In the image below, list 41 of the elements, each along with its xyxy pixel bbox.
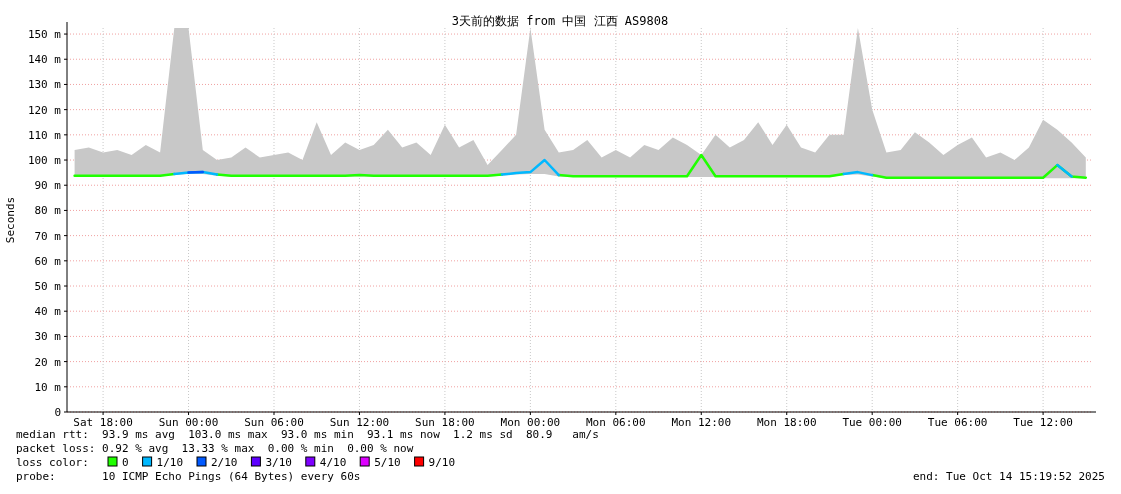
y-tick-label: 100 m [27, 154, 62, 168]
x-tick-label: Mon 18:00 [756, 416, 817, 429]
x-tick-label: Sun 00:00 [158, 416, 219, 429]
y-tick-label: 130 m [27, 78, 62, 92]
x-tick-label: Tue 00:00 [842, 416, 902, 429]
y-tick-label: 110 m [27, 128, 62, 142]
legend-label: 0 [122, 456, 129, 469]
y-tick-label: 140 m [27, 53, 62, 67]
y-tick-label: 10 m [34, 380, 62, 394]
y-tick-label: 90 m [34, 179, 62, 193]
text: packet loss: 0.92 % avg 13.33 % max 0.00 % min 0.00 % now [16, 442, 414, 455]
legend-label: 5/10 [374, 456, 401, 469]
x-tick-label: Sat 18:00 [73, 416, 133, 429]
y-tick-label: 150 m [27, 28, 62, 42]
text: probe: 10 ICMP Echo Pings (64 Bytes) every 60s [16, 470, 361, 483]
y-tick-label: 40 m [34, 305, 62, 319]
legend-label: 3/10 [265, 456, 292, 469]
legend-label: 4/10 [319, 456, 347, 469]
x-tick-label: Sun 06:00 [244, 416, 304, 429]
y-axis-title: Seconds [4, 196, 17, 244]
x-tick-label: Tue 06:00 [927, 416, 988, 429]
legend-label: 9/10 [428, 456, 456, 469]
x-tick-label: Mon 06:00 [586, 416, 646, 429]
x-tick-label: Sun 18:00 [415, 416, 475, 429]
x-tick-label: Tue 12:00 [1013, 416, 1073, 429]
legend-label: 2/10 [211, 456, 238, 469]
y-tick-label: 60 m [34, 254, 62, 268]
y-tick-label: 0 [54, 406, 61, 419]
y-tick-label: 120 m [27, 103, 62, 117]
y-tick-label: 80 m [34, 204, 62, 218]
y-tick-label: 30 m [34, 330, 62, 344]
x-tick-label: Mon 00:00 [500, 416, 561, 429]
legend-label: 1/10 [156, 456, 184, 469]
y-tick-label: 70 m [34, 229, 62, 243]
chart-title: 3天前的数据 from 中国 江西 AS9808 [451, 14, 669, 28]
text: end: Tue Oct 14 15:19:52 2025 [912, 470, 1105, 483]
y-tick-label: 20 m [34, 355, 62, 369]
text: median rtt: 93.9 ms avg 103.0 ms max 93.0 ms min 93.1 ms now 1.2 ms sd 80.9 am/s [16, 428, 599, 441]
y-tick-label: 50 m [34, 280, 62, 294]
x-tick-label: Sun 12:00 [329, 416, 390, 429]
x-tick-label: Mon 12:00 [671, 416, 732, 429]
